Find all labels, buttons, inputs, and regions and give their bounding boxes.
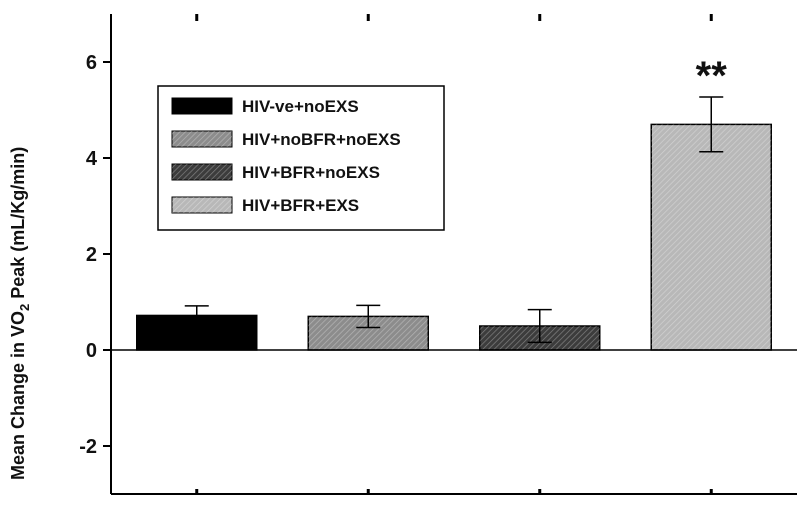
legend-swatch-hatch-2: [172, 131, 232, 147]
bar-hatch-4: [651, 124, 772, 351]
legend-label-3: HIV+BFR+noEXS: [242, 163, 380, 182]
y-tick-label-0: 0: [86, 340, 97, 362]
legend-label-4: HIV+BFR+EXS: [242, 196, 359, 215]
y-tick-label-4: 4: [86, 148, 98, 170]
y-tick-label-2: 2: [86, 244, 97, 266]
y-tick-label--2: -2: [79, 436, 97, 458]
legend-swatch-1: [171, 97, 233, 115]
y-axis-label: Mean Change in VO2 Peak (mL/Kg/min): [8, 147, 32, 480]
legend-label-2: HIV+noBFR+noEXS: [242, 130, 401, 149]
legend-swatch-hatch-3: [172, 164, 232, 180]
legend-swatch-hatch-4: [172, 197, 232, 213]
legend-label-1: HIV-ve+noEXS: [242, 97, 359, 116]
y-tick-label-6: 6: [86, 52, 97, 74]
significance-annotation: **: [696, 54, 728, 98]
